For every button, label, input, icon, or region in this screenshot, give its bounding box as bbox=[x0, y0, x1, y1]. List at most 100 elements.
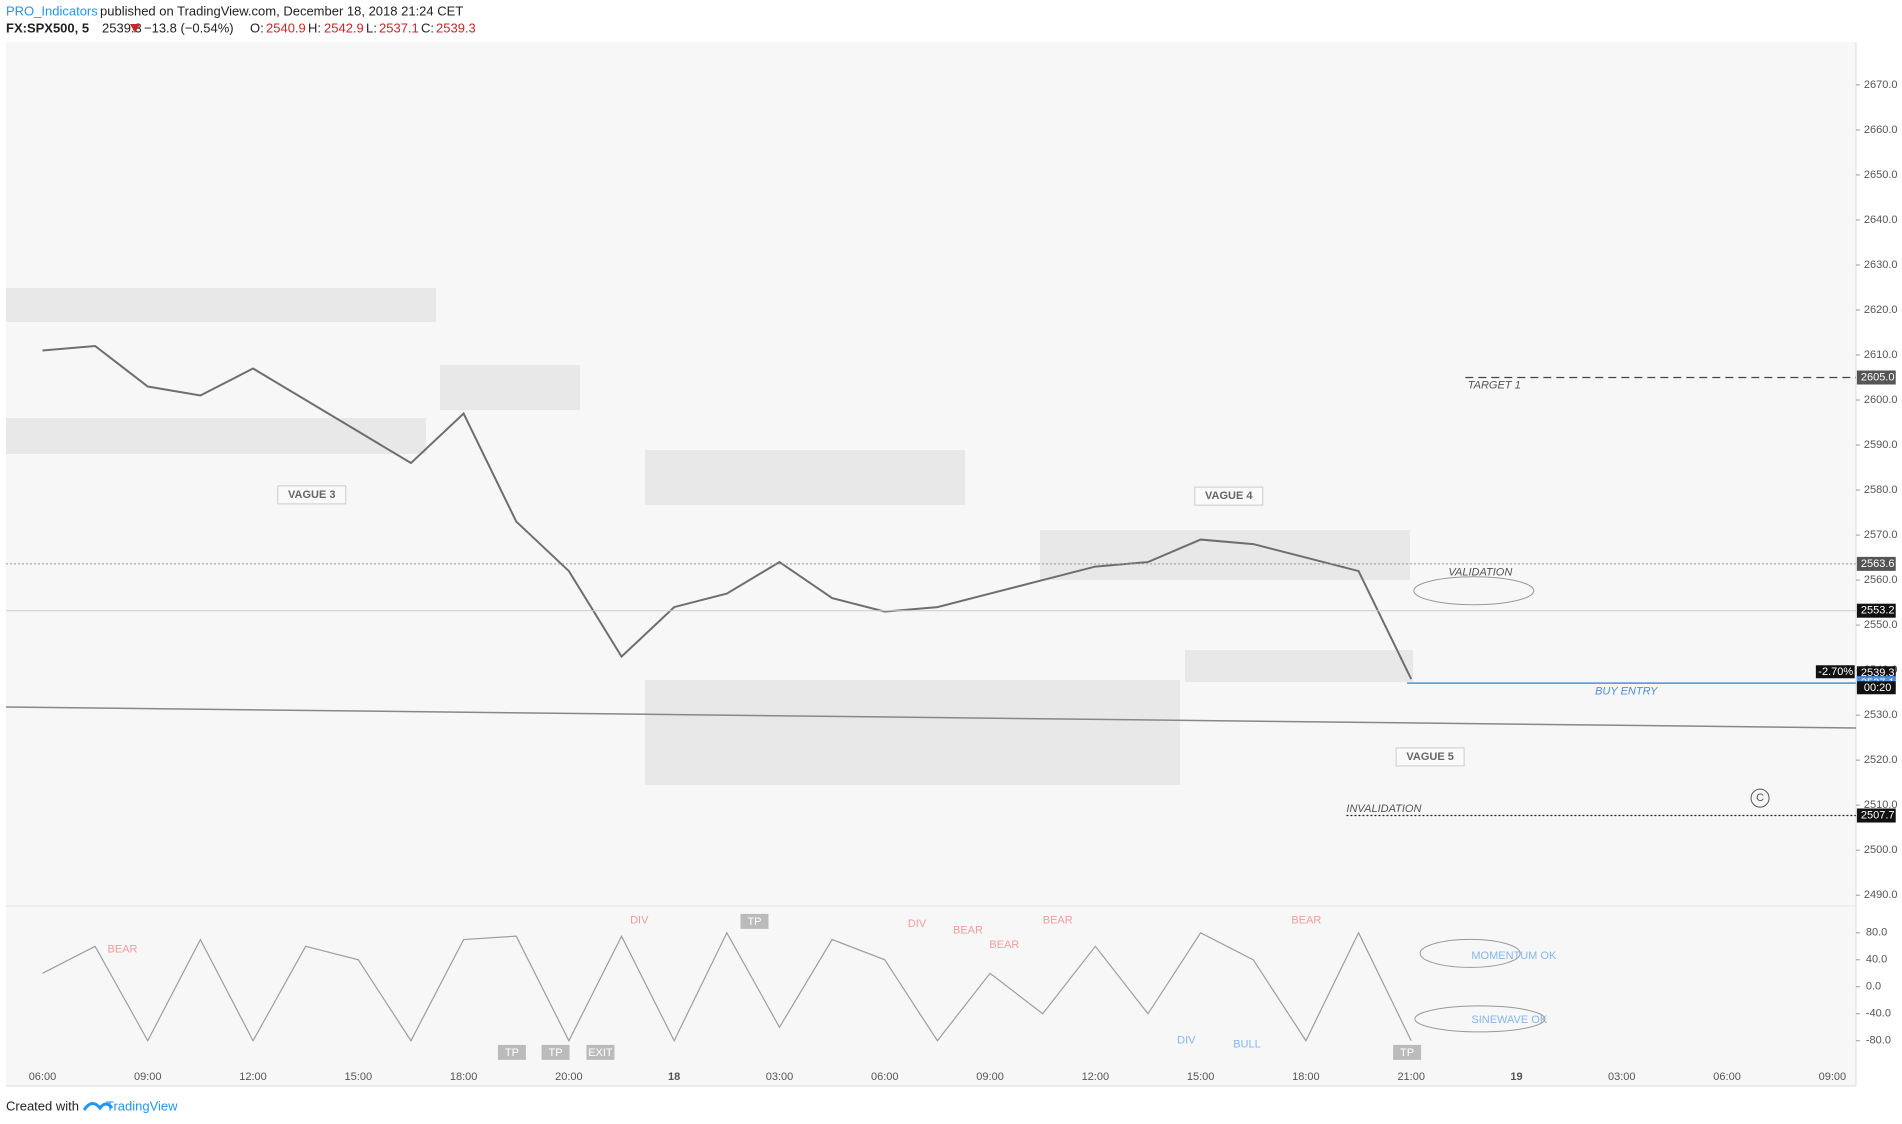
level-label: BUY ENTRY bbox=[1595, 685, 1658, 697]
tag-bg bbox=[586, 1044, 615, 1060]
y-tick-label: 0.0 bbox=[1866, 981, 1881, 993]
osc-label: BEAR bbox=[1291, 915, 1321, 927]
sketch bbox=[1419, 938, 1521, 968]
y-tick-label: 80.0 bbox=[1866, 927, 1887, 939]
open-label: O: bbox=[250, 20, 264, 35]
y-tick-label: 2500.0 bbox=[1864, 844, 1898, 856]
tv-logo bbox=[82, 1102, 114, 1111]
y-tick-label: 2670.0 bbox=[1864, 79, 1898, 91]
osc-label: TP bbox=[549, 1047, 563, 1059]
price-tag bbox=[1856, 808, 1896, 823]
wave-label-box bbox=[1395, 747, 1465, 767]
wave-label: VAGUE 5 bbox=[1406, 751, 1453, 763]
high-label: H: bbox=[308, 20, 321, 35]
trendline bbox=[5, 706, 1857, 729]
y-tick-label: 40.0 bbox=[1866, 954, 1887, 966]
wave-label-box bbox=[1194, 486, 1264, 506]
x-tick-label: 03:00 bbox=[766, 1071, 794, 1083]
published: published on TradingView.com, December 1… bbox=[100, 3, 463, 18]
tag-bg bbox=[497, 1044, 526, 1060]
series-line bbox=[42, 931, 1412, 1043]
price-tag-label: 2605.0 bbox=[1861, 371, 1895, 383]
x-tick-label: 20:00 bbox=[555, 1071, 583, 1083]
osc-label: BEAR bbox=[953, 924, 983, 936]
brand[interactable]: TradingView bbox=[106, 1098, 178, 1113]
change-tag-bg bbox=[1815, 665, 1855, 679]
x-tick-label: 18:00 bbox=[450, 1071, 478, 1083]
y-tick-label: 2580.0 bbox=[1864, 484, 1898, 496]
osc-label: TP bbox=[505, 1047, 519, 1059]
zone bbox=[645, 450, 965, 505]
c-circle bbox=[1750, 788, 1770, 808]
y-tick-label: 2620.0 bbox=[1864, 304, 1898, 316]
y-tick-label: 2600.0 bbox=[1864, 394, 1898, 406]
osc-label: DIV bbox=[630, 915, 649, 927]
x-tick-label: 09:00 bbox=[134, 1071, 162, 1083]
osc-label: SINEWAVE OK bbox=[1471, 1014, 1547, 1026]
y-tick-label: -40.0 bbox=[1866, 1008, 1891, 1020]
sketch bbox=[1414, 1005, 1546, 1033]
author[interactable]: PRO_Indicators bbox=[6, 3, 98, 18]
price-tag-label: 2507.7 bbox=[1861, 809, 1895, 821]
osc-label: MOMENTUM OK bbox=[1471, 950, 1557, 962]
y-tick-label: -80.0 bbox=[1866, 1035, 1891, 1047]
change-tag: -2.70% bbox=[1818, 666, 1853, 678]
wave-label: VAGUE 4 bbox=[1205, 490, 1253, 502]
zone bbox=[1185, 650, 1413, 682]
x-tick-label: 09:00 bbox=[976, 1071, 1004, 1083]
price-tag bbox=[1856, 603, 1896, 618]
x-tick-label: 03:00 bbox=[1608, 1071, 1636, 1083]
sketch bbox=[1413, 576, 1535, 606]
countdown-bg bbox=[1856, 681, 1896, 695]
low: 2537.1 bbox=[379, 20, 419, 35]
y-tick-label: 2660.0 bbox=[1864, 124, 1898, 136]
zone bbox=[645, 680, 1180, 785]
osc-label: DIV bbox=[908, 918, 927, 930]
y-tick-label: 2550.0 bbox=[1864, 619, 1898, 631]
open: 2540.9 bbox=[266, 20, 306, 35]
y-tick-label: 2590.0 bbox=[1864, 439, 1898, 451]
y-tick-label: 2520.0 bbox=[1864, 754, 1898, 766]
x-tick-label: 15:00 bbox=[1187, 1071, 1215, 1083]
created-with: Created with bbox=[6, 1098, 79, 1113]
osc-label: DIV bbox=[1177, 1035, 1196, 1047]
symbol: FX:SPX500, 5 bbox=[6, 20, 89, 35]
y-tick-label: 2610.0 bbox=[1864, 349, 1898, 361]
x-tick-label: 06:00 bbox=[29, 1071, 57, 1083]
x-tick-label: 12:00 bbox=[239, 1071, 267, 1083]
close-label: C: bbox=[421, 20, 434, 35]
zone bbox=[1040, 530, 1410, 580]
x-tick-label: 09:00 bbox=[1819, 1071, 1847, 1083]
y-tick-label: 2650.0 bbox=[1864, 169, 1898, 181]
x-tick-label: 06:00 bbox=[871, 1071, 899, 1083]
low-label: L: bbox=[366, 20, 377, 35]
level-label: INVALIDATION bbox=[1346, 803, 1421, 815]
wave-label: VAGUE 3 bbox=[288, 489, 335, 501]
y-tick-label: 2640.0 bbox=[1864, 214, 1898, 226]
y-tick-label: 2630.0 bbox=[1864, 259, 1898, 271]
series-line bbox=[42, 344, 1413, 680]
osc-label: BULL bbox=[1233, 1038, 1261, 1050]
wave-label-box bbox=[277, 485, 347, 505]
x-tick-label: 18:00 bbox=[1292, 1071, 1320, 1083]
y-tick-label: 2530.0 bbox=[1864, 709, 1898, 721]
x-tick-label: 19 bbox=[1510, 1071, 1522, 1083]
close: 2539.3 bbox=[436, 20, 476, 35]
x-tick-label: 15:00 bbox=[345, 1071, 373, 1083]
c-label: C bbox=[1756, 792, 1764, 804]
level-label: TARGET 1 bbox=[1468, 380, 1521, 392]
zone bbox=[6, 418, 426, 454]
tag-bg bbox=[1393, 1044, 1422, 1060]
down-arrow bbox=[130, 24, 140, 33]
osc-label: BEAR bbox=[1043, 915, 1073, 927]
change: −13.8 (−0.54%) bbox=[144, 20, 234, 35]
countdown: 00:20 bbox=[1864, 682, 1892, 694]
osc-label: EXIT bbox=[588, 1047, 613, 1059]
price-tag bbox=[1856, 556, 1896, 571]
osc-label: BEAR bbox=[989, 939, 1019, 951]
y-tick-label: 2510.0 bbox=[1864, 799, 1898, 811]
x-tick-label: 12:00 bbox=[1082, 1071, 1110, 1083]
price-tag-label: 2563.6 bbox=[1861, 558, 1895, 570]
